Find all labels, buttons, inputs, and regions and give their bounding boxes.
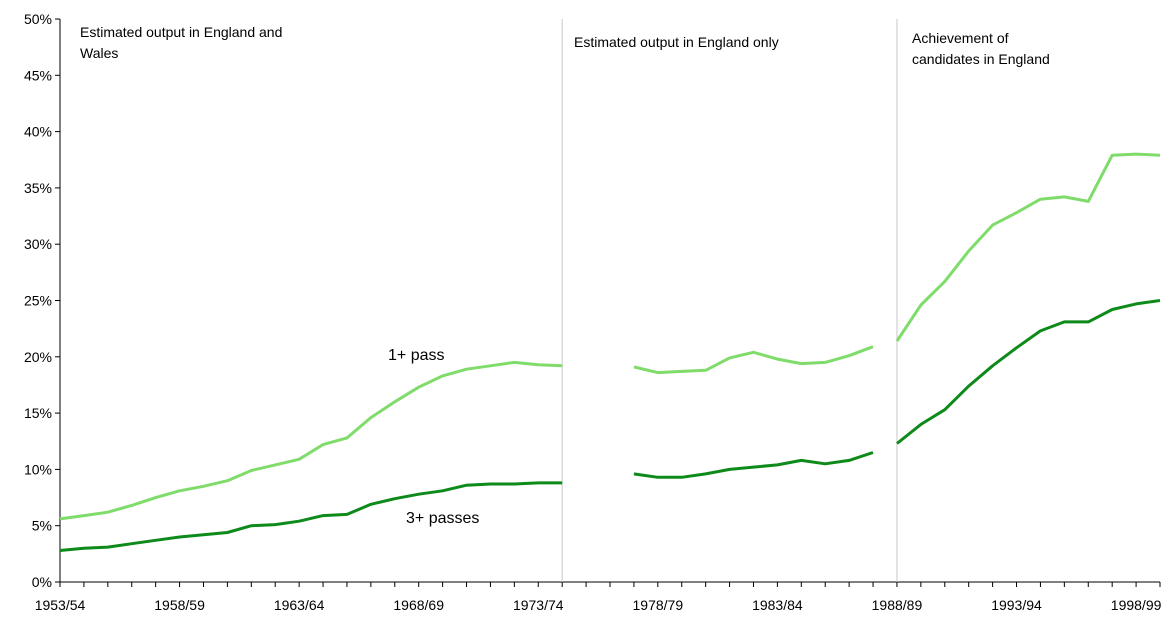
- y-tick-label: 35%: [24, 180, 52, 196]
- x-tick-label: 1993/94: [991, 597, 1042, 613]
- x-tick-label: 1978/79: [633, 597, 684, 613]
- x-tick-label: 1958/59: [154, 597, 205, 613]
- x-tick-label: 1953/54: [35, 597, 86, 613]
- y-tick-label: 0%: [32, 574, 52, 590]
- series-line-3plus-segment-1: [59, 481, 563, 552]
- series-label-1plus: 1+ pass: [388, 347, 444, 364]
- annotation-england-wales-line1: Estimated output in England and: [80, 24, 282, 40]
- series-label-3plus: 3+ passes: [406, 510, 479, 527]
- series-line-3plus-segment-3: [896, 299, 1161, 445]
- series-line-1plus-segment-1: [59, 360, 563, 521]
- annotation-achievement-line2: candidates in England: [912, 51, 1050, 67]
- y-tick-label: 20%: [24, 349, 52, 365]
- y-tick-label: 40%: [24, 124, 52, 140]
- y-tick-label: 5%: [32, 518, 52, 534]
- annotation-england-only-line1: Estimated output in England only: [574, 34, 779, 50]
- y-tick-label: 50%: [24, 11, 52, 27]
- x-tick-label: 1988/89: [872, 597, 923, 613]
- series-lines: [59, 152, 1161, 552]
- annotation-achievement-line1: Achievement of: [912, 30, 1009, 46]
- annotation-england-only: Estimated output in England only: [574, 34, 779, 50]
- y-axis: 0% 5% 10% 15% 20% 25% 30% 35% 40% 45% 50%: [24, 11, 61, 590]
- x-tick-label: 1998/99: [1111, 597, 1162, 613]
- annotation-achievement: Achievement of candidates in England: [912, 30, 1050, 67]
- annotation-england-wales-line2: Wales: [80, 45, 118, 61]
- section-dividers: [561, 19, 898, 582]
- y-tick-label: 15%: [24, 405, 52, 421]
- annotation-england-wales: Estimated output in England and Wales: [80, 24, 282, 61]
- series-line-3plus-segment-2: [633, 451, 874, 479]
- x-tick-label: 1968/69: [393, 597, 444, 613]
- y-tick-label: 25%: [24, 293, 52, 309]
- y-tick-label: 45%: [24, 67, 52, 83]
- y-tick-label: 10%: [24, 461, 52, 477]
- series-line-1plus-segment-3: [895, 152, 1161, 342]
- x-axis: 1953/54 1958/59 1963/64 1968/69 1973/74 1978/…: [35, 581, 1162, 613]
- x-tick-label: 1983/84: [752, 597, 803, 613]
- y-tick-label: 30%: [24, 236, 52, 252]
- x-tick-label: 1963/64: [274, 597, 325, 613]
- series-line-1plus-segment-2: [633, 345, 874, 375]
- x-tick-label: 1973/74: [513, 597, 564, 613]
